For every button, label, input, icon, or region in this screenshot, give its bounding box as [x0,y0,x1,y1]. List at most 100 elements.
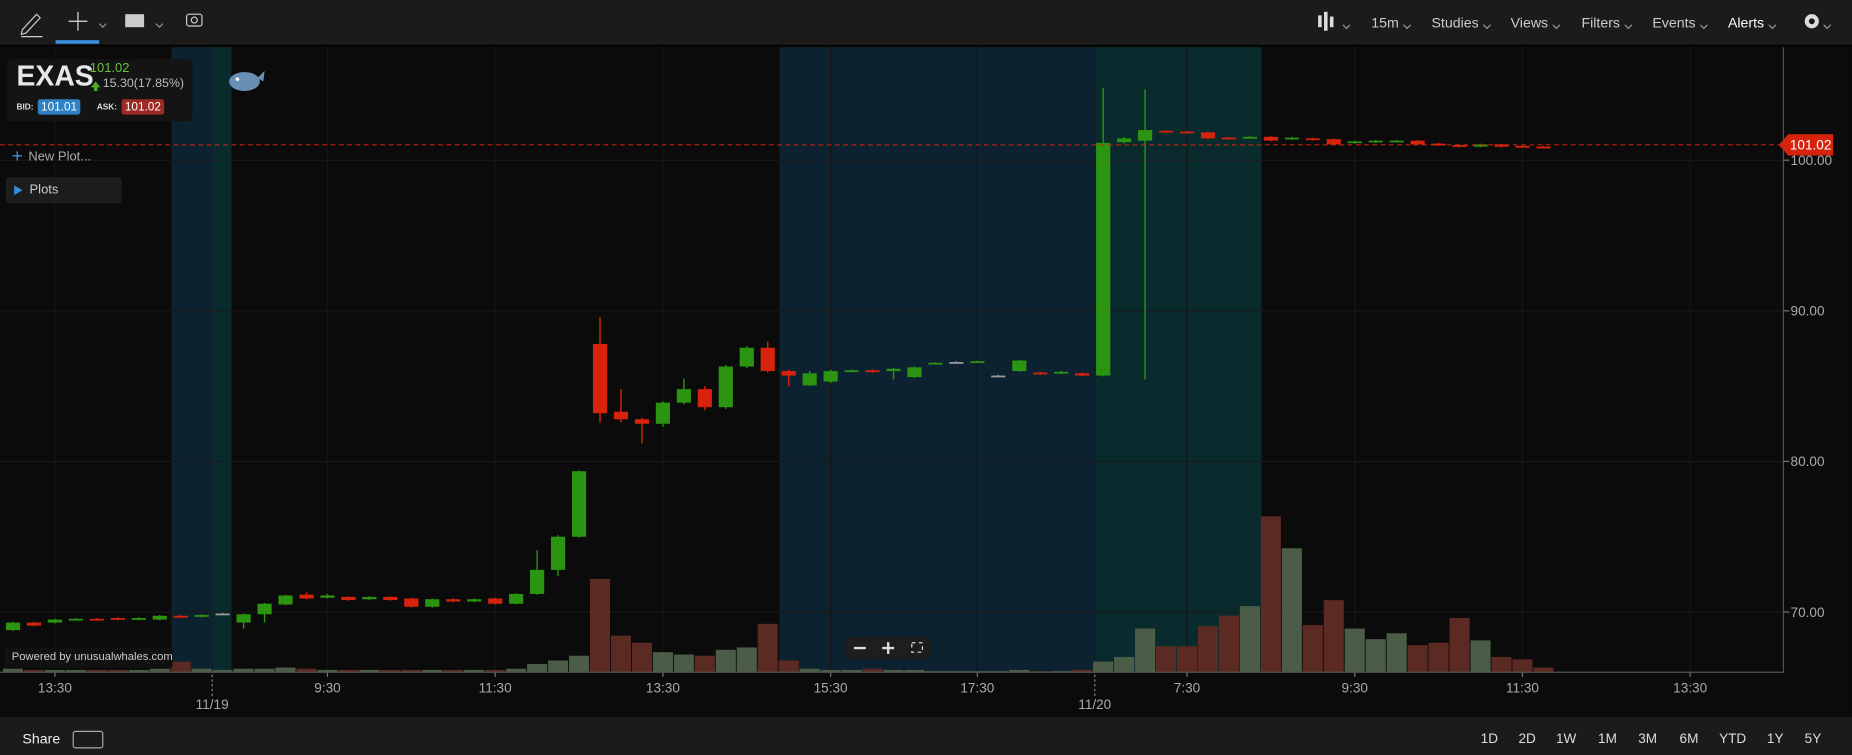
candle-body [26,622,42,626]
volume-bar [86,669,107,673]
candle-body [1033,372,1048,375]
candle-body [362,596,377,600]
volume-bar [1428,642,1449,673]
volume-bar [443,669,464,673]
settings-tool[interactable] [1804,14,1832,30]
candle-body [1494,144,1509,147]
menu-item[interactable]: Views [1511,15,1549,31]
candle-body [467,599,482,602]
menu-item[interactable]: Studies [1431,15,1478,31]
chart-type-tool[interactable] [1318,11,1351,31]
volume-bar [1449,617,1470,673]
crosshair-tool[interactable] [68,11,107,31]
volume-bar [212,669,233,673]
volume-bar [296,668,317,673]
plus-icon: + [12,146,23,167]
candle-body [802,373,817,386]
candle-body [341,596,356,600]
candle-body [131,618,146,620]
share[interactable]: Share [22,731,60,747]
zoom-in[interactable] [882,642,895,654]
draw-tool[interactable] [20,13,43,38]
candle-body [1473,144,1488,147]
range-button[interactable]: 1Y [1767,731,1784,746]
x-tick-label: 13:30 [1673,680,1707,695]
menu-item[interactable]: Alerts [1728,15,1764,31]
candle-body [215,613,230,616]
volume-bar [527,664,548,673]
volume-bar [44,669,65,673]
candle-body [425,599,440,607]
volume-bar [1281,548,1302,673]
keyboard-icon[interactable] [72,730,104,749]
volume-bar [1114,656,1135,673]
volume-bar [1470,640,1491,673]
candle-body [1326,139,1341,145]
volume-bar [694,655,715,673]
candle-body [1158,130,1174,133]
volume-bar [191,668,212,673]
range-button[interactable]: 2D [1518,731,1536,746]
y-tick-label: 80.00 [1791,454,1825,469]
volume-bar [1386,633,1407,673]
menu-item[interactable]: Events [1652,15,1695,31]
footer [0,717,1852,755]
candle-body [970,361,985,364]
range-button[interactable]: 3M [1638,731,1657,746]
volume-bar [1009,669,1030,673]
candle-body [676,389,691,403]
new-plot[interactable]: New Plot... [28,149,91,164]
x-tick-label: 11:30 [1506,680,1539,695]
volume-bar [1260,516,1281,673]
candle-body [655,402,670,424]
volume-bar [401,669,422,673]
range-button[interactable]: 1D [1481,731,1499,746]
candle-body [886,368,901,372]
candle-body [1368,140,1383,143]
range-button[interactable]: 6M [1680,731,1699,746]
menu-item[interactable]: Filters [1581,15,1620,31]
x-tick-label: 7:30 [1174,680,1201,695]
whale-logo [229,70,265,91]
plots-button[interactable] [5,177,122,204]
plots-label[interactable]: Plots [30,182,59,197]
x-tick-label: 9:30 [314,680,341,695]
range-button[interactable]: 1W [1556,731,1577,746]
x-tick-label: 17:30 [960,680,994,695]
candle-body [613,411,629,420]
candle-body [47,619,63,623]
candle-body [1389,140,1404,143]
candle-body [1410,140,1425,145]
up-arrow [90,81,101,91]
toolbar [0,0,1852,45]
volume-bar [736,647,757,673]
x-tick-label: 11:30 [479,680,512,695]
candle-body [739,347,754,367]
fullscreen[interactable] [911,642,924,653]
candle-body [1536,146,1551,149]
volume-bar [464,669,485,673]
snapshot-tool[interactable] [186,13,203,27]
range-button[interactable]: 5Y [1805,731,1822,746]
candle-body [1305,138,1320,141]
volume-bar [883,669,904,673]
annotation-tool[interactable] [125,14,164,29]
volume-bar [1491,656,1512,673]
volume-bar [1344,628,1365,673]
candle-body [89,618,104,621]
volume-bar [128,669,149,673]
volume-bar [841,669,862,673]
candle-body [718,366,733,408]
volume-bar [1072,669,1093,673]
x-tick-label: 13:30 [38,680,72,695]
volume-bar [673,654,694,673]
menu-item[interactable]: 15m [1371,15,1399,31]
volume-bar [1197,626,1219,673]
x-tick-label: 13:30 [646,680,680,695]
range-button[interactable]: 1M [1598,731,1617,746]
watermark-bg [4,647,173,668]
volume-bar [1302,625,1323,673]
range-button[interactable]: YTD [1719,731,1746,746]
volume-bar [317,669,338,673]
